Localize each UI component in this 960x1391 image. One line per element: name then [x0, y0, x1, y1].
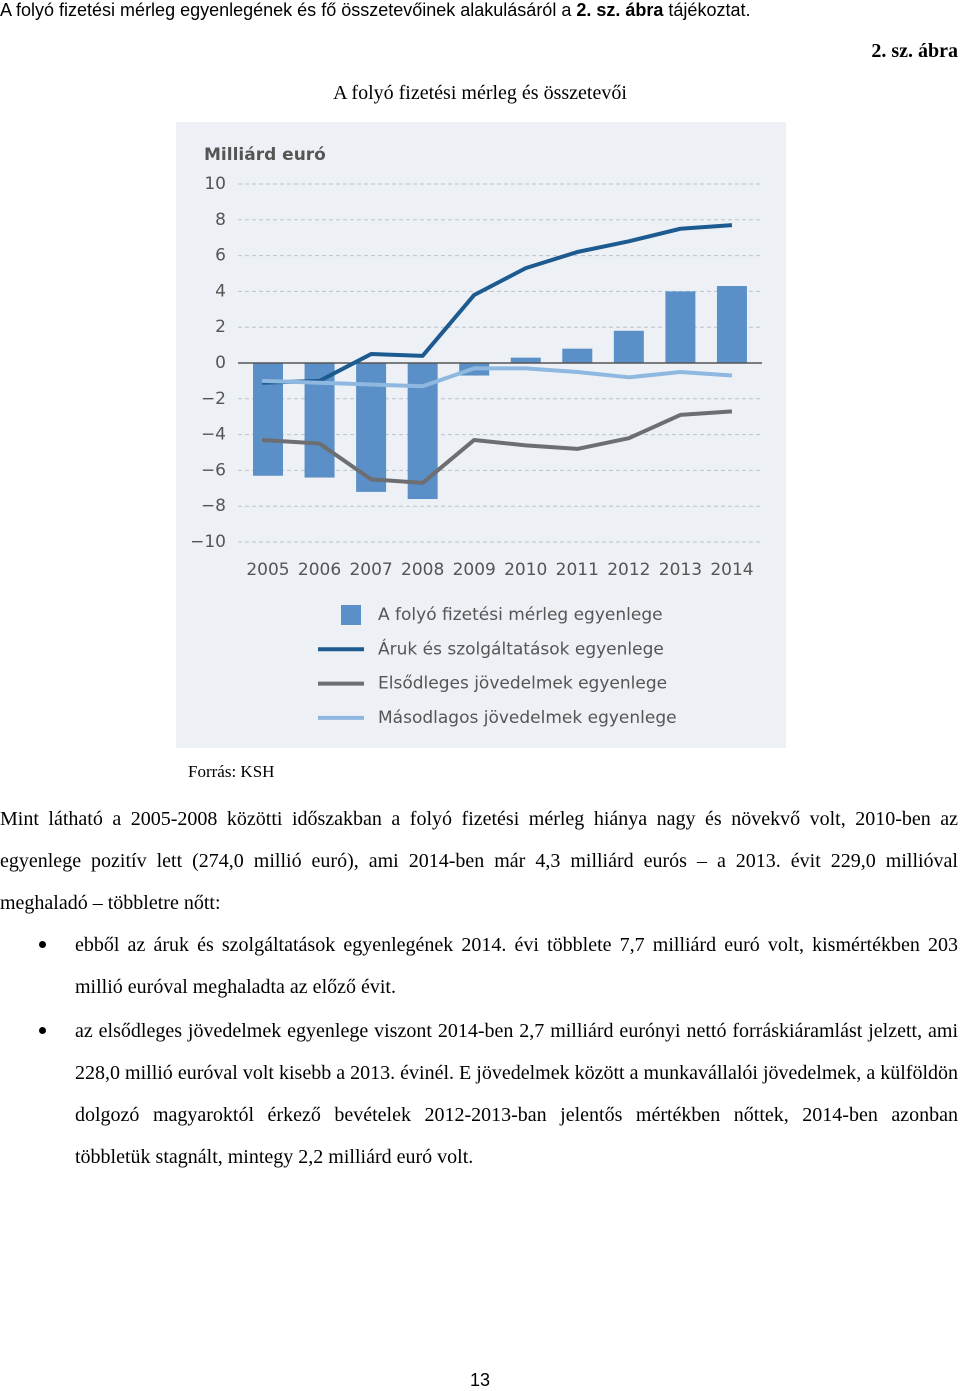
intro-text: tájékoztat. — [668, 0, 751, 20]
bullet-item: ebből az áruk és szolgáltatások egyenleg… — [39, 924, 958, 1008]
y-tick-label: 8 — [215, 210, 226, 230]
y-tick-label: −6 — [201, 460, 226, 480]
legend-swatch — [341, 605, 361, 625]
x-tick-label: 2008 — [401, 560, 444, 580]
legend-label: Elsődleges jövedelmek egyenlege — [378, 674, 667, 694]
bar — [613, 330, 644, 363]
bullet-item: az elsődleges jövedelmek egyenlege viszo… — [39, 1010, 958, 1178]
y-tick-label: −4 — [201, 425, 226, 445]
x-tick-label: 2005 — [246, 560, 289, 580]
legend-label: Áruk és szolgáltatások egyenlege — [378, 637, 664, 659]
x-tick-label: 2014 — [710, 560, 753, 580]
x-tick-label: 2013 — [659, 560, 702, 580]
y-tick-label: −10 — [190, 532, 226, 552]
intro-figure-ref: 2. sz. ábra — [576, 0, 664, 20]
line — [261, 409, 733, 485]
y-tick-label: −8 — [201, 496, 226, 516]
line — [261, 366, 733, 389]
bar — [665, 291, 696, 363]
line — [261, 223, 733, 385]
x-tick-label: 2009 — [453, 560, 496, 580]
figure-label: 2. sz. ábra — [871, 40, 958, 62]
legend-label: A folyó fizetési mérleg egyenlege — [378, 605, 663, 625]
intro-text: A folyó fizetési mérleg egyenlegének és … — [0, 0, 572, 20]
y-tick-label: 4 — [215, 281, 226, 301]
chart: Milliárd euró −10 −8 −6 −4 −2 0 2 4 6 8 10 2005 2006… — [176, 122, 786, 748]
y-tick-label: 6 — [215, 246, 226, 266]
page-number: 13 — [469, 1370, 491, 1390]
x-tick-label: 2010 — [504, 560, 547, 580]
y-tick-label: 10 — [204, 174, 226, 194]
bar — [510, 357, 541, 363]
bar — [562, 348, 593, 363]
x-tick-label: 2007 — [349, 560, 392, 580]
y-tick-label: 2 — [215, 317, 226, 337]
source: Forrás: KSH — [188, 762, 275, 781]
y-tick-label: 0 — [215, 353, 226, 373]
paragraph: Mint látható a 2005-2008 közötti időszak… — [0, 808, 958, 914]
intro-line: A folyó fizetési mérleg egyenlegének és … — [0, 0, 750, 21]
bar — [716, 286, 747, 363]
figure-title: A folyó fizetési mérleg és összetevői — [333, 82, 627, 104]
bullet-list: ebből az áruk és szolgáltatások egyenleg… — [39, 924, 958, 1180]
x-tick-label: 2006 — [298, 560, 341, 580]
y-tick-label: −2 — [201, 389, 226, 409]
x-tick-label: 2012 — [607, 560, 650, 580]
x-tick-label: 2011 — [556, 560, 599, 580]
y-axis-label: Milliárd euró — [204, 145, 326, 165]
legend-label: Másodlagos jövedelmek egyenlege — [378, 708, 677, 728]
